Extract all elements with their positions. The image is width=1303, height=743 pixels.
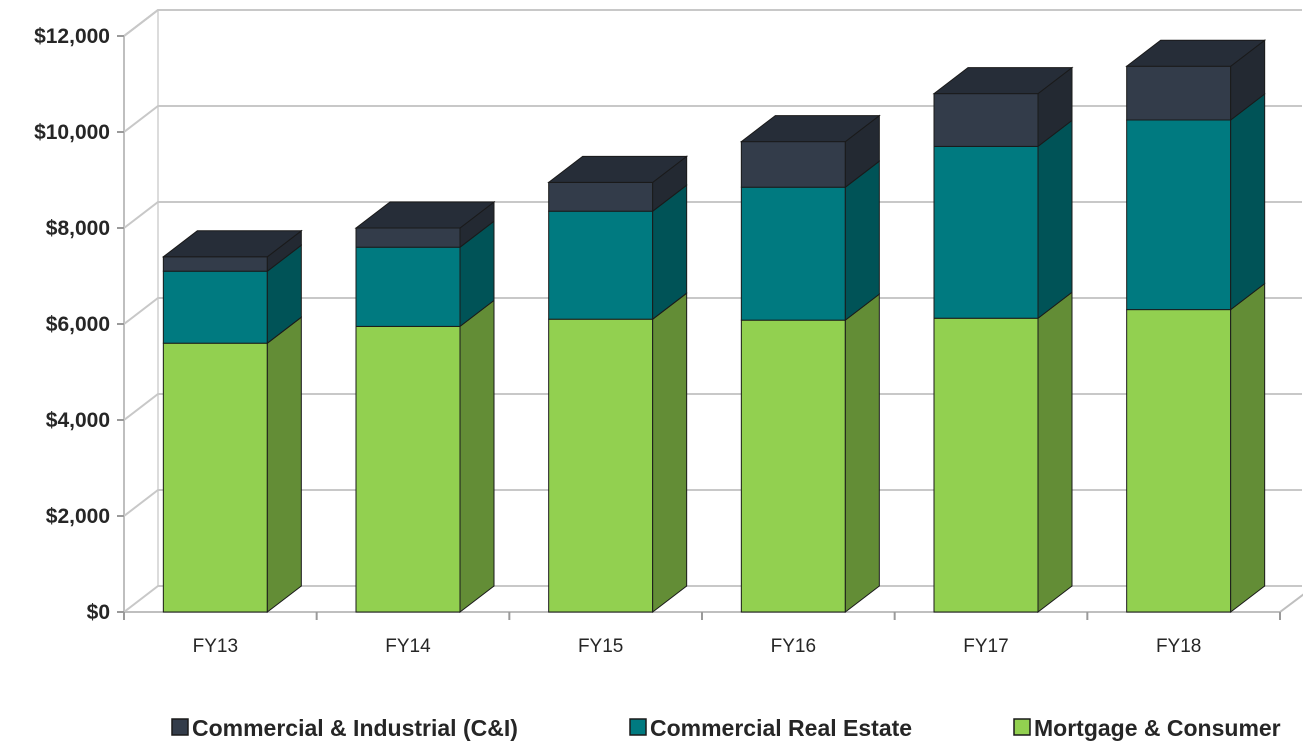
bar-top-face bbox=[932, 67, 1074, 95]
bar-segment-commercial-industrial-c-i bbox=[740, 141, 846, 188]
legend-label: Commercial & Industrial (C&I) bbox=[192, 715, 518, 741]
y-tick-label: $6,000 bbox=[46, 313, 110, 336]
x-tick-label: FY16 bbox=[771, 636, 816, 657]
bar-segment-commercial-industrial-c-i bbox=[355, 227, 461, 248]
bar-segment-commercial-real-estate bbox=[162, 270, 268, 344]
y-axis: $0 $2,000 $4,000 $6,000 $8,000 $10,000 $12,000 bbox=[34, 25, 124, 624]
bar-segment-commercial-industrial-c-i bbox=[162, 256, 268, 272]
bar-stack-fy18 bbox=[1125, 39, 1267, 614]
y-tick-label: $0 bbox=[87, 601, 110, 624]
bar-segment-mortgage-consumer bbox=[355, 325, 461, 613]
bar-segment-commercial-real-estate bbox=[548, 210, 654, 320]
bar-segment-commercial-real-estate bbox=[740, 186, 846, 321]
bar-side-mortgage-consumer bbox=[459, 299, 495, 614]
legend-item: Commercial Real Estate bbox=[629, 715, 912, 741]
bar-top-face bbox=[354, 201, 496, 229]
bar-side-commercial-real-estate bbox=[1037, 119, 1073, 320]
legend-swatch bbox=[629, 718, 647, 736]
y-tick-label: $12,000 bbox=[34, 25, 110, 48]
bar-segment-mortgage-consumer bbox=[1126, 309, 1232, 613]
bar-stack-fy17 bbox=[932, 66, 1074, 614]
bar-side-mortgage-consumer bbox=[844, 293, 880, 614]
bar-segment-mortgage-consumer bbox=[933, 317, 1039, 613]
x-tick-label: FY18 bbox=[1156, 636, 1201, 657]
bar-side-mortgage-consumer bbox=[1037, 291, 1073, 614]
legend-item: Mortgage & Consumer bbox=[1013, 715, 1281, 741]
bar-segment-commercial-real-estate bbox=[1126, 119, 1232, 311]
legend-label: Commercial Real Estate bbox=[650, 715, 912, 741]
y-tick-label: $10,000 bbox=[34, 121, 110, 144]
legend: Commercial & Industrial (C&I) Commercial … bbox=[171, 715, 1281, 741]
x-axis-line bbox=[124, 593, 1303, 613]
y-tick-label: $4,000 bbox=[46, 409, 110, 432]
x-axis: FY13 FY14 FY15 FY16 FY17 FY18 bbox=[123, 593, 1303, 657]
bar-segment-mortgage-consumer bbox=[740, 319, 846, 613]
bar-top-face bbox=[161, 230, 303, 258]
bar-stack-fy14 bbox=[354, 200, 496, 614]
bar-stack-fy15 bbox=[547, 155, 689, 614]
x-tick-label: FY13 bbox=[193, 636, 238, 657]
gridline bbox=[123, 105, 1302, 133]
x-tick-label: FY17 bbox=[963, 636, 1008, 657]
bar-segment-commercial-real-estate bbox=[355, 246, 461, 327]
legend-item: Commercial & Industrial (C&I) bbox=[171, 715, 518, 741]
bar-segment-commercial-real-estate bbox=[933, 145, 1039, 319]
gridline bbox=[123, 9, 1302, 37]
bar-side-commercial-real-estate bbox=[844, 160, 880, 322]
bar-segment-commercial-industrial-c-i bbox=[548, 181, 654, 212]
bar-stack-fy16 bbox=[739, 114, 881, 614]
y-tick-label: $2,000 bbox=[46, 505, 110, 528]
bar-segment-mortgage-consumer bbox=[548, 318, 654, 613]
gridline bbox=[123, 489, 1302, 517]
wall-top-edge bbox=[123, 9, 1300, 37]
legend-swatch bbox=[1013, 718, 1031, 736]
x-tick-label: FY14 bbox=[385, 636, 431, 657]
gridline bbox=[123, 297, 1302, 325]
bar-segment-mortgage-consumer bbox=[162, 342, 268, 613]
gridline bbox=[123, 201, 1302, 229]
y-tick-label: $8,000 bbox=[46, 217, 110, 240]
bar-side-mortgage-consumer bbox=[652, 292, 688, 614]
bar-segment-commercial-industrial-c-i bbox=[1126, 65, 1232, 121]
bar-segment-commercial-industrial-c-i bbox=[933, 93, 1039, 147]
bar-top-face bbox=[1125, 39, 1267, 67]
bar-side-mortgage-consumer bbox=[1230, 282, 1266, 614]
bar-top-face bbox=[547, 155, 689, 183]
x-tick-label: FY15 bbox=[578, 636, 623, 657]
legend-swatch bbox=[171, 718, 189, 736]
bar-side-mortgage-consumer bbox=[266, 316, 302, 614]
bar-stack-fy13 bbox=[161, 229, 303, 614]
bar-side-commercial-real-estate bbox=[1230, 92, 1266, 311]
bars bbox=[161, 39, 1267, 614]
legend-label: Mortgage & Consumer bbox=[1034, 715, 1281, 741]
gridline bbox=[123, 393, 1302, 421]
chart-back-wall bbox=[123, 9, 1302, 613]
bar-top-face bbox=[739, 115, 881, 143]
gridline bbox=[123, 585, 1302, 613]
